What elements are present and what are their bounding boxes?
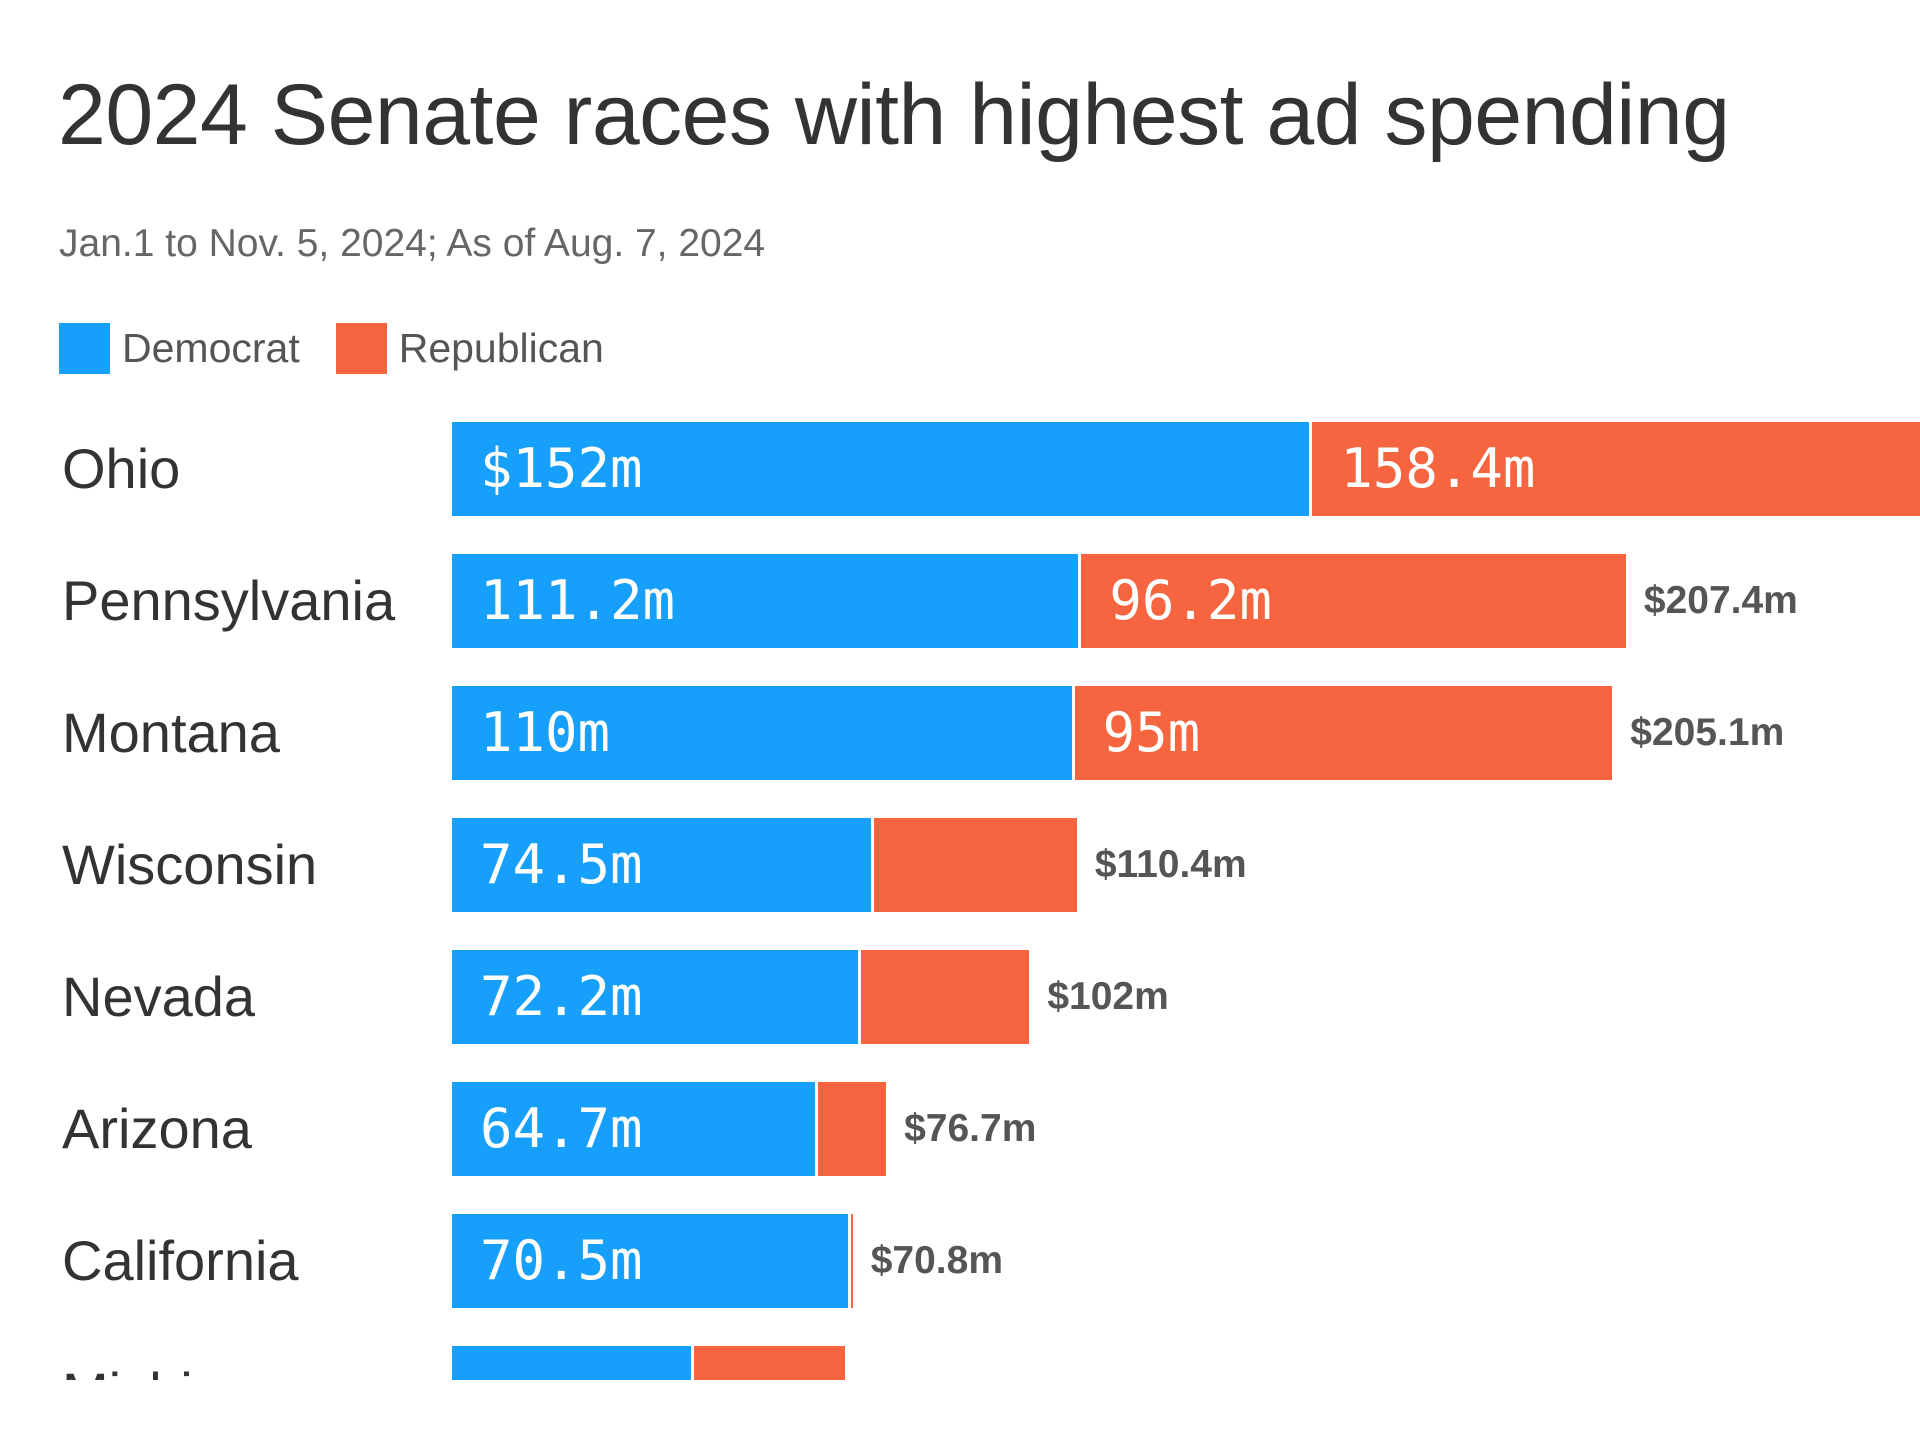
total-label: $207.4m xyxy=(1643,579,1798,622)
bar-value-label: 111.2m xyxy=(480,569,676,632)
total-label: $110.4m xyxy=(1094,843,1247,886)
total-label: $205.1m xyxy=(1630,711,1785,754)
bar-row: Nevada 72.2m $102m xyxy=(0,950,1920,1044)
bar-row: Arizona 64.7m $76.7m xyxy=(0,1082,1920,1176)
legend-item-democrat: Democrat xyxy=(59,323,300,374)
bar-republican: 96.2m xyxy=(1081,554,1626,648)
bar-value-label: 95m xyxy=(1102,701,1201,764)
bar-row: Ohio $152m 158.4m xyxy=(0,422,1920,516)
bar-republican: 95m xyxy=(1074,686,1613,780)
bar-democrat: 110m xyxy=(452,686,1072,780)
bar-value-label: 74.5m xyxy=(480,833,643,896)
total-label: $76.7m xyxy=(904,1107,1037,1150)
bar-republican xyxy=(694,1346,845,1380)
category-label: Michigan xyxy=(62,1346,286,1380)
bar-republican xyxy=(818,1082,887,1176)
category-label: Ohio xyxy=(62,437,181,500)
legend-item-republican: Republican xyxy=(335,323,604,374)
bar-democrat: $152m xyxy=(452,422,1310,516)
bar-republican xyxy=(860,950,1030,1044)
chart-subtitle: Jan.1 to Nov. 5, 2024; As of Aug. 7, 202… xyxy=(59,222,766,265)
total-label: $102m xyxy=(1047,975,1169,1018)
bar-row: Michigan xyxy=(0,1346,1920,1380)
bar-value-label: $152m xyxy=(480,437,643,500)
bar-republican xyxy=(851,1214,854,1308)
bar-democrat: 74.5m xyxy=(452,818,871,912)
bar-value-label: 96.2m xyxy=(1109,569,1272,632)
chart-title: 2024 Senate races with highest ad spendi… xyxy=(58,67,1730,163)
bar-democrat: 111.2m xyxy=(452,554,1079,648)
total-label: $70.8m xyxy=(870,1239,1003,1282)
bar-plot: Ohio $152m 158.4m Pennsylvania 111.2m 96.2m $2… xyxy=(0,400,1920,1380)
bar-row: California 70.5m $70.8m xyxy=(0,1214,1920,1308)
category-label: Wisconsin xyxy=(62,833,318,896)
bar-democrat: 72.2m xyxy=(452,950,858,1044)
category-label: California xyxy=(62,1229,299,1292)
category-label: Montana xyxy=(62,701,280,764)
bar-value-label: 158.4m xyxy=(1340,437,1536,500)
bar-value-label: 110m xyxy=(480,701,611,764)
legend-label: Republican xyxy=(398,325,604,371)
bar-row: Pennsylvania 111.2m 96.2m $207.4m xyxy=(0,554,1920,648)
category-label: Arizona xyxy=(62,1097,252,1160)
bar-republican: 158.4m xyxy=(1312,422,1920,516)
bar-value-label: 64.7m xyxy=(480,1097,643,1160)
category-label: Pennsylvania xyxy=(62,569,396,632)
bar-row: Wisconsin 74.5m $110.4m xyxy=(0,818,1920,912)
category-label: Nevada xyxy=(62,965,256,1028)
bar-democrat: 70.5m xyxy=(452,1214,849,1308)
bar-row: Montana 110m 95m $205.1m xyxy=(0,686,1920,780)
bar-value-label: 70.5m xyxy=(480,1229,643,1292)
legend: Democrat Republican xyxy=(59,323,640,374)
bar-value-label: 72.2m xyxy=(480,965,643,1028)
legend-swatch-democrat xyxy=(59,323,110,374)
bar-republican xyxy=(873,818,1077,912)
bar-democrat xyxy=(452,1346,692,1380)
legend-label: Democrat xyxy=(122,325,300,371)
legend-swatch-republican xyxy=(335,323,387,374)
bar-democrat: 64.7m xyxy=(452,1082,816,1176)
